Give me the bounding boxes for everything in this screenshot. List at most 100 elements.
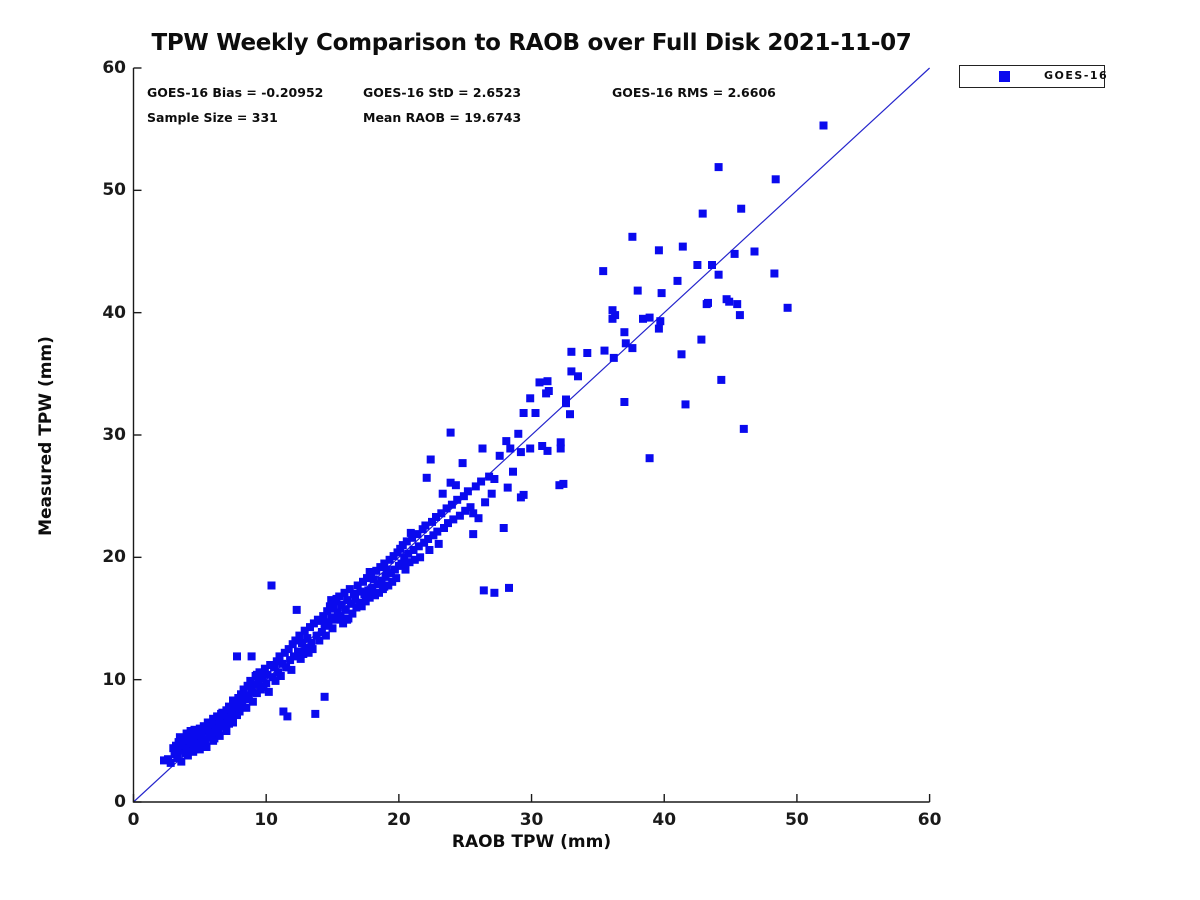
y-axis-label: Measured TPW (mm)	[36, 336, 56, 536]
scatter-point	[566, 410, 574, 419]
scatter-point	[315, 636, 324, 645]
scatter-point	[195, 745, 204, 754]
scatter-point	[717, 375, 726, 384]
scatter-point	[516, 448, 525, 457]
scatter-point	[735, 311, 744, 320]
stat-rms: GOES-16 RMS = 2.6606	[612, 85, 776, 100]
scatter-point	[447, 500, 456, 509]
scatter-point	[311, 709, 320, 718]
y-tick-label: 50	[102, 180, 126, 201]
scatter-point	[621, 339, 630, 348]
scatter-point	[353, 581, 362, 590]
scatter-point	[316, 616, 325, 625]
scatter-point	[222, 727, 231, 735]
scatter-point	[422, 473, 431, 482]
scatter-point	[479, 586, 488, 595]
scatter-point	[247, 687, 256, 696]
scatter-point	[225, 702, 233, 711]
scatter-point	[283, 712, 292, 721]
scatter-point	[284, 645, 293, 654]
scatter-point	[287, 665, 296, 674]
x-tick-label: 50	[785, 810, 809, 830]
scatter-point	[449, 515, 458, 524]
scatter-point	[567, 347, 576, 356]
scatter-point	[458, 459, 467, 468]
scatter-point	[247, 652, 256, 661]
scatter-point	[300, 626, 309, 635]
scatter-point	[298, 639, 306, 647]
scatter-point	[323, 607, 332, 616]
scatter-point	[349, 590, 358, 598]
scatter-point	[401, 565, 410, 574]
scatter-point	[519, 409, 528, 417]
scatter-point	[697, 335, 706, 344]
scatter-point	[404, 549, 413, 558]
scatter-point	[320, 692, 329, 701]
scatter-point	[414, 542, 423, 551]
scatter-point	[271, 676, 280, 685]
scatter-point	[227, 709, 236, 718]
scatter-point	[608, 306, 617, 315]
stat-bias: GOES-16 Bias = -0.20952	[147, 85, 324, 100]
scatter-point	[469, 509, 478, 518]
scatter-point	[535, 378, 544, 387]
scatter-point	[432, 513, 440, 521]
y-tick-label: 40	[102, 302, 126, 323]
scatter-point	[230, 705, 239, 713]
scatter-point	[340, 588, 349, 597]
scatter-point	[260, 664, 269, 673]
scatter-point	[302, 643, 310, 652]
y-tick-label: 0	[114, 792, 126, 812]
scatter-point	[434, 539, 443, 548]
scatter-point	[819, 121, 828, 130]
scatter-point	[453, 495, 462, 504]
scatter-point	[698, 209, 707, 218]
scatter-point	[440, 524, 448, 532]
scatter-point	[714, 163, 723, 172]
scatter-point	[426, 455, 435, 464]
scatter-point	[248, 697, 257, 706]
scatter-point	[654, 324, 663, 333]
scatter-point	[559, 479, 568, 488]
scatter-point	[275, 652, 284, 661]
scatter-point	[231, 700, 240, 709]
scatter-point	[291, 636, 300, 645]
scatter-point	[733, 300, 742, 309]
x-tick-label: 60	[917, 810, 942, 830]
scatter-point	[543, 446, 552, 455]
scatter-point	[478, 444, 487, 453]
scatter-point	[771, 175, 780, 184]
scatter-point	[469, 530, 478, 539]
scatter-point	[656, 317, 665, 326]
scatter-point	[308, 645, 317, 654]
y-tick-label: 10	[102, 669, 126, 690]
scatter-point	[543, 377, 552, 386]
scatter-point	[481, 498, 490, 507]
scatter-point	[319, 612, 328, 621]
scatter-point	[409, 546, 418, 554]
scatter-point	[347, 599, 356, 608]
scatter-point	[175, 746, 184, 755]
scatter-point	[466, 503, 475, 512]
scatter-point	[263, 670, 272, 679]
scatter-point	[264, 687, 273, 696]
stat-sample-size: Sample Size = 331	[147, 110, 278, 125]
scatter-point	[514, 429, 523, 438]
scatter-point	[290, 652, 298, 661]
scatter-point	[556, 438, 565, 447]
scatter-point	[312, 631, 321, 640]
scatter-point	[380, 559, 389, 568]
scatter-point	[255, 668, 264, 677]
scatter-point	[531, 409, 540, 417]
scatter-point	[410, 555, 419, 564]
scatter-point	[352, 603, 361, 612]
scatter-point	[433, 527, 442, 536]
y-tick-label: 30	[102, 425, 126, 445]
scatter-point	[235, 707, 244, 716]
scatter-point	[369, 575, 378, 584]
scatter-point	[307, 639, 316, 647]
scatter-point	[730, 249, 739, 258]
scatter-point	[296, 654, 305, 663]
scatter-point	[365, 593, 374, 602]
